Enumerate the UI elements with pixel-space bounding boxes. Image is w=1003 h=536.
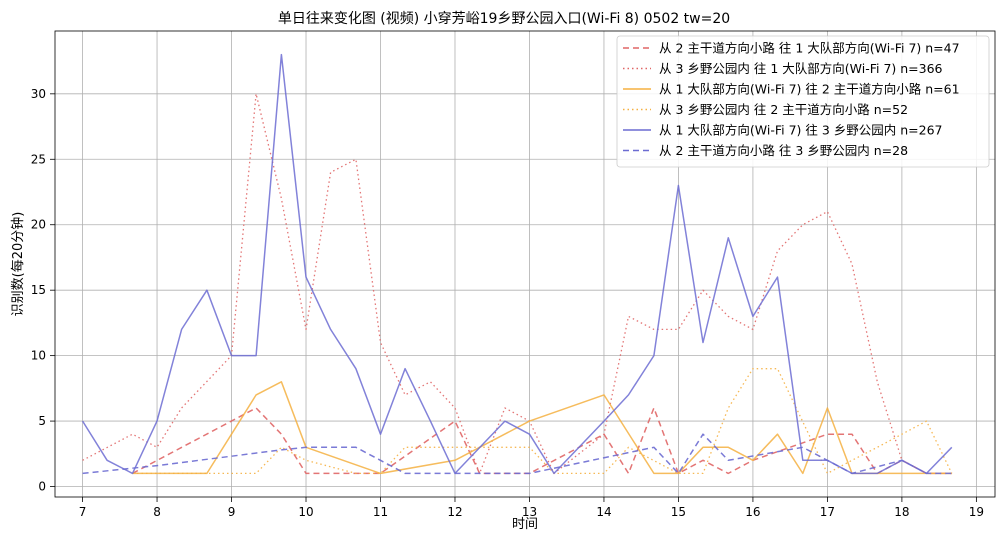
axis-ticks: 7 8 9 10 11 12 13 14 15 16 17 18 19 0 5 10 15 20 25 30 [31, 87, 984, 519]
y-tick-label: 30 [31, 87, 46, 101]
series-line-4 [132, 368, 953, 475]
series-line-3 [132, 381, 952, 475]
x-tick-label: 8 [153, 505, 161, 519]
y-tick-label: 0 [38, 480, 46, 494]
y-axis-label: 识别数(每20分钟) [10, 212, 26, 317]
legend-entry: 从 3 乡野公园内 往 1 大队部方向(Wi-Fi 7) n=366 [659, 61, 943, 76]
x-axis-label: 时间 [512, 517, 538, 532]
x-tick-label: 11 [373, 505, 388, 519]
y-tick-label: 15 [31, 283, 46, 297]
x-tick-label: 7 [79, 505, 87, 519]
legend-entry: 从 1 大队部方向(Wi-Fi 7) 往 3 乡野公园内 n=267 [659, 123, 943, 138]
series-lines [81, 53, 953, 475]
x-tick-label: 15 [671, 505, 686, 519]
legend-entry: 从 2 主干道方向小路 往 3 乡野公园内 n=28 [659, 143, 908, 158]
y-tick-label: 20 [31, 218, 46, 232]
x-tick-label: 10 [298, 505, 313, 519]
series-line-6 [82, 433, 952, 475]
legend-box [616, 35, 990, 168]
x-tick-label: 9 [228, 505, 236, 519]
legend-entry: 从 2 主干道方向小路 往 1 大队部方向(Wi-Fi 7) n=47 [659, 41, 960, 56]
legend-entry: 从 3 乡野公园内 往 2 主干道方向小路 n=52 [659, 102, 908, 117]
x-tick-label: 12 [447, 505, 462, 519]
x-tick-label: 18 [894, 505, 909, 519]
x-tick-label: 14 [596, 505, 611, 519]
y-tick-label: 10 [31, 349, 46, 363]
series-line-5 [81, 53, 953, 475]
y-tick-label: 25 [31, 152, 46, 166]
legend-entry: 从 1 大队部方向(Wi-Fi 7) 往 2 主干道方向小路 n=61 [659, 82, 960, 97]
series-line-1 [132, 407, 952, 475]
plot-frame [54, 30, 996, 498]
legend: 从 2 主干道方向小路 往 1 大队部方向(Wi-Fi 7) n=47 从 3 乡… [616, 35, 990, 168]
x-tick-label: 16 [745, 505, 760, 519]
x-tick-label: 13 [522, 505, 537, 519]
x-tick-label: 17 [820, 505, 835, 519]
chart-title: 单日往来变化图 (视频) 小穿芳峪19乡野公园入口(Wi-Fi 8) 0502 … [278, 10, 730, 27]
y-tick-label: 5 [38, 414, 46, 428]
x-tick-label: 19 [969, 505, 984, 519]
